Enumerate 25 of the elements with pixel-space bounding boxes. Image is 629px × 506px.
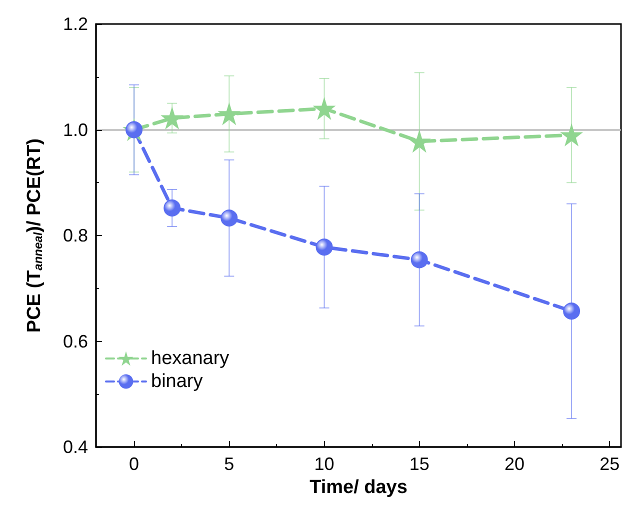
y-tick-label: 0.4 bbox=[62, 437, 88, 457]
x-tick-label: 25 bbox=[600, 454, 620, 474]
legend-label: binary bbox=[151, 371, 204, 392]
point bbox=[218, 103, 240, 124]
x-tick-label: 15 bbox=[409, 454, 430, 474]
point bbox=[316, 238, 333, 256]
y-tick-label: 1.2 bbox=[62, 14, 88, 34]
x-tick-label: 0 bbox=[129, 454, 140, 474]
x-axis-title: Time/ days bbox=[310, 476, 408, 498]
y-axis-title: PCE (Tanneal)/ PCE(RT) bbox=[24, 138, 45, 333]
point bbox=[408, 130, 430, 152]
point bbox=[410, 251, 428, 268]
x-tick-label: 10 bbox=[314, 454, 334, 474]
point bbox=[561, 124, 582, 146]
point bbox=[314, 98, 335, 120]
point bbox=[162, 108, 183, 129]
point bbox=[563, 302, 580, 320]
x-tick-label: 5 bbox=[224, 454, 234, 474]
y-tick-label: 0.8 bbox=[62, 226, 88, 246]
point bbox=[220, 210, 238, 227]
y-tick-label: 0.6 bbox=[62, 331, 88, 352]
legend-label: hexanary bbox=[151, 348, 230, 369]
point bbox=[164, 200, 181, 216]
x-tick-label: 20 bbox=[504, 454, 524, 474]
y-tick-label: 1.0 bbox=[62, 120, 88, 140]
